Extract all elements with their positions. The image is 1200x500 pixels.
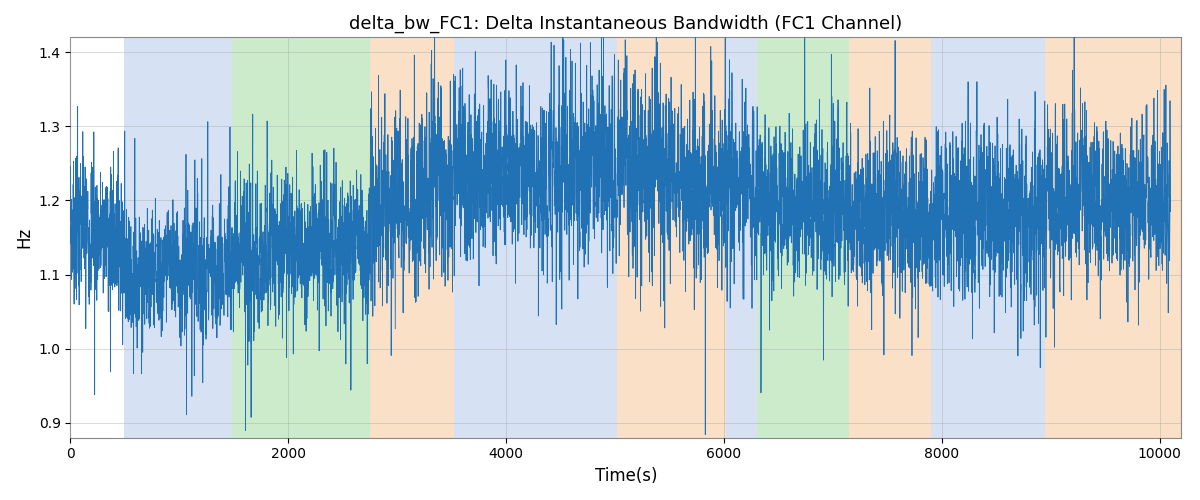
Bar: [124, 38, 232, 438]
Bar: [1045, 38, 1181, 438]
Bar: [726, 38, 756, 438]
Bar: [454, 38, 617, 438]
Y-axis label: Hz: Hz: [14, 227, 32, 248]
Bar: [617, 38, 726, 438]
Bar: [370, 38, 454, 438]
Bar: [756, 38, 850, 438]
Bar: [232, 38, 370, 438]
Bar: [850, 38, 931, 438]
X-axis label: Time(s): Time(s): [595, 467, 658, 485]
Bar: [931, 38, 1045, 438]
Title: delta_bw_FC1: Delta Instantaneous Bandwidth (FC1 Channel): delta_bw_FC1: Delta Instantaneous Bandwi…: [349, 15, 902, 34]
